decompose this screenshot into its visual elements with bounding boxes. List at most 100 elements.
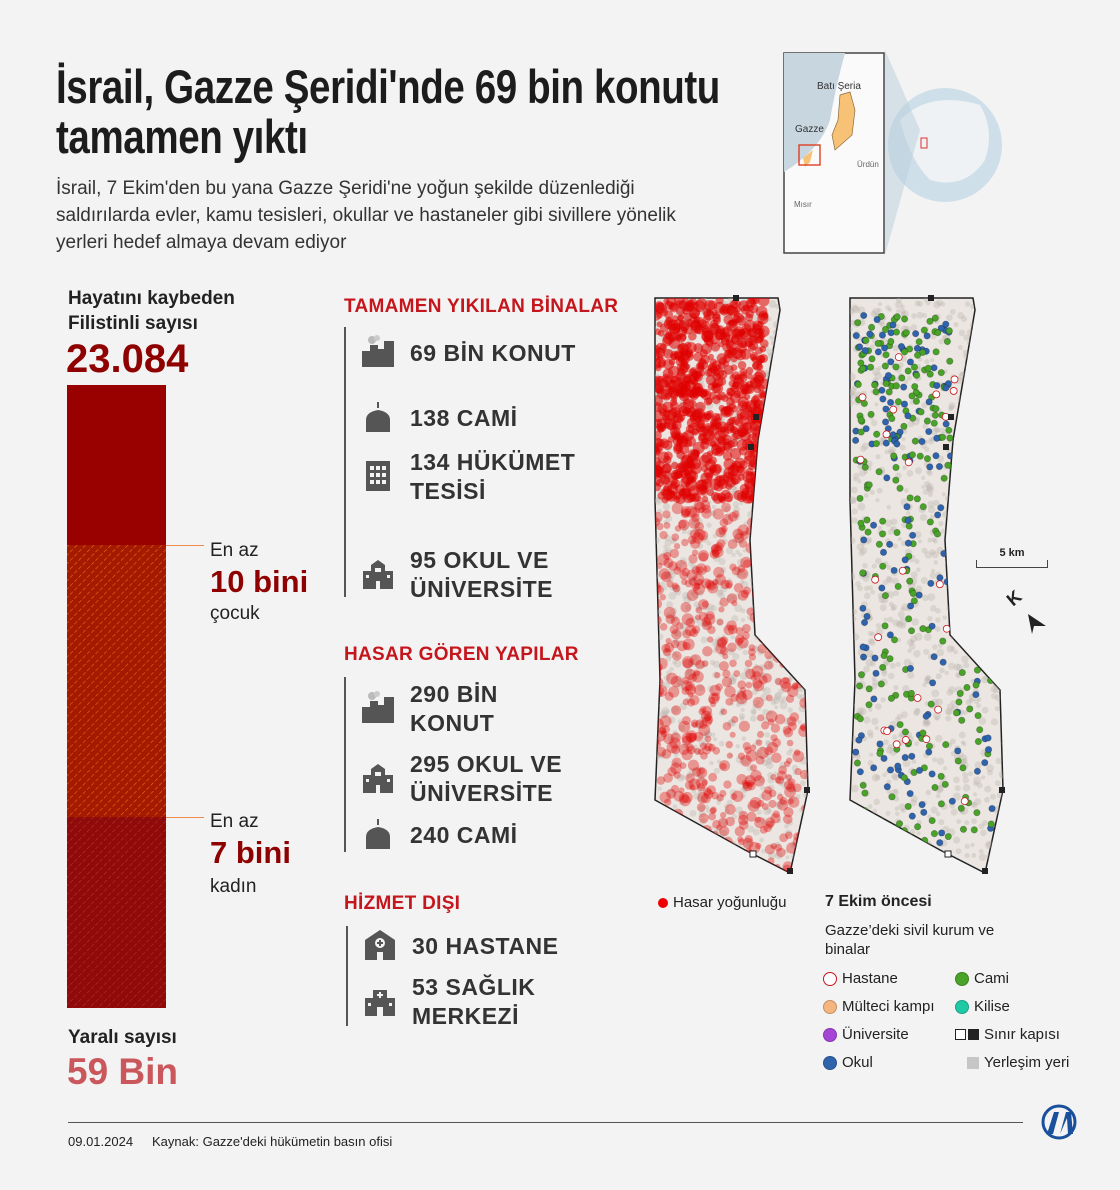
settlement-mark: [655, 843, 658, 849]
settlement-mark: [732, 537, 738, 544]
settlement-mark: [702, 732, 709, 739]
damage-mark: [688, 829, 695, 836]
settlement-mark: [676, 563, 683, 570]
settlement-mark: [895, 661, 901, 668]
settlement-mark: [676, 773, 685, 782]
settlement-mark: [722, 538, 728, 545]
settlement-mark: [797, 408, 805, 416]
damage-mark: [724, 804, 736, 815]
settlement-mark: [707, 500, 712, 505]
settlement-mark: [769, 502, 777, 510]
settlement-mark: [667, 789, 676, 798]
damage-mark: [698, 813, 709, 824]
damage-mark: [694, 747, 702, 755]
settlement-mark: [760, 543, 768, 551]
damage-mark: [700, 751, 708, 760]
settlement-mark: [914, 300, 921, 307]
settlement-mark: [910, 635, 918, 643]
settlement-mark: [851, 508, 858, 515]
settlement-mark: [736, 537, 742, 543]
settlement-mark: [790, 842, 797, 849]
damage-mark: [693, 582, 701, 590]
settlement-mark: [724, 626, 729, 631]
settlement-mark: [793, 360, 799, 366]
damage-mark: [741, 779, 749, 787]
legend-dot-icon: [955, 971, 969, 986]
settlement-mark: [858, 550, 865, 557]
settlement-mark: [988, 593, 993, 598]
settlement-mark: [960, 416, 965, 422]
damage-mark: [757, 633, 768, 643]
settlement-mark: [804, 859, 808, 865]
facility-mark: [906, 664, 915, 673]
settlement-mark: [928, 437, 934, 442]
damage-mark: [731, 600, 738, 607]
settlement-mark: [998, 472, 1003, 478]
settlement-mark: [850, 392, 855, 401]
settlement-mark: [923, 633, 932, 642]
settlement-mark: [861, 442, 869, 450]
settlement-mark: [881, 670, 888, 677]
settlement-mark: [937, 857, 945, 865]
settlement-mark: [859, 707, 867, 716]
settlement-mark: [749, 714, 757, 722]
settlement-mark: [872, 307, 880, 316]
women-prefix: En az: [210, 811, 259, 832]
stat-text: 69 BİN KONUT: [410, 340, 576, 366]
facility-mark: [908, 392, 916, 400]
settlement-mark: [773, 397, 779, 402]
stat-text: 95 OKUL VE ÜNİVERSİTE: [410, 547, 554, 602]
settlement-mark: [975, 535, 982, 542]
settlement-mark: [887, 529, 894, 535]
damage-mark: [757, 615, 764, 622]
settlement-mark: [985, 645, 991, 651]
damage-mark: [681, 732, 694, 744]
damage-mark: [798, 854, 808, 864]
damage-mark: [701, 620, 713, 631]
settlement-mark: [959, 371, 964, 377]
facility-mark: [886, 655, 894, 663]
settlement-mark: [853, 833, 860, 840]
facility-mark: [964, 625, 972, 633]
settlement-mark: [933, 301, 941, 309]
damage-mark: [683, 832, 695, 844]
settlement-mark: [691, 575, 697, 582]
settlement-mark: [776, 801, 782, 808]
settlement-mark: [927, 470, 933, 477]
settlement-mark: [851, 868, 858, 873]
locator-label: Gazze: [795, 124, 824, 135]
settlement-mark: [774, 677, 782, 685]
settlement-mark: [980, 829, 987, 837]
settlement-mark: [735, 755, 744, 764]
settlement-mark: [921, 547, 928, 554]
settlement-mark: [900, 808, 906, 814]
damage-mark: [694, 501, 706, 514]
settlement-mark: [740, 785, 748, 794]
settlement-mark: [996, 677, 1002, 683]
facility-mark: [906, 358, 915, 366]
damage-mark: [676, 333, 687, 343]
settlement-mark: [804, 634, 808, 640]
damage-mark: [667, 561, 678, 572]
settlement-mark: [784, 774, 792, 781]
settlement-mark: [953, 649, 959, 655]
damage-mark: [750, 769, 762, 782]
settlement-mark: [660, 752, 666, 758]
settlement-mark: [870, 310, 878, 318]
settlement-mark: [884, 519, 893, 528]
damage-mark: [746, 779, 755, 788]
damage-mark: [733, 583, 744, 593]
damage-mark: [663, 773, 673, 783]
settlement-mark: [925, 789, 932, 796]
damage-mark: [668, 358, 676, 366]
damage-mark: [701, 858, 713, 871]
facility-mark: [959, 764, 967, 772]
settlement-mark: [672, 760, 679, 766]
damage-mark: [757, 575, 767, 585]
settlement-mark: [964, 451, 973, 460]
facility-mark: [856, 343, 864, 351]
facility-mark: [857, 519, 865, 527]
settlement-mark: [764, 536, 771, 543]
settlement-mark: [773, 631, 779, 636]
damage-mark: [725, 482, 733, 490]
